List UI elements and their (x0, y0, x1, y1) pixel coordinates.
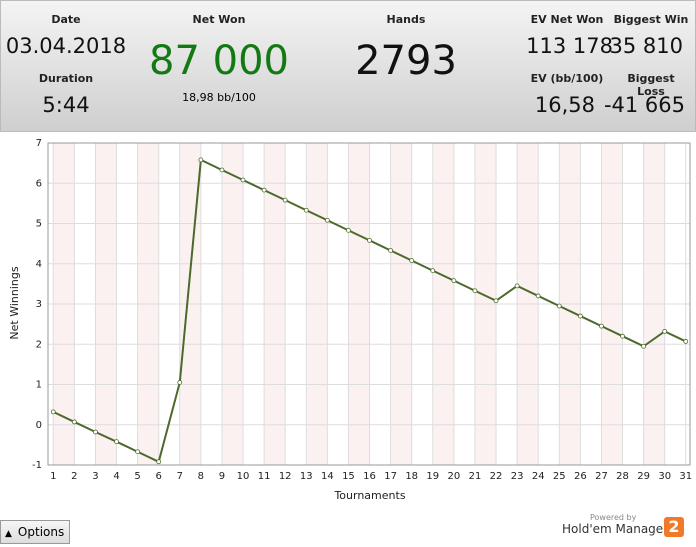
x-tick-label: 8 (198, 471, 204, 482)
point (641, 343, 647, 349)
x-tick-label: 11 (258, 471, 271, 482)
x-tick-label: 13 (300, 471, 313, 482)
point (451, 278, 457, 284)
point (282, 197, 288, 203)
x-tick-label: 5 (134, 471, 140, 482)
y-tick-label: 0 (36, 420, 42, 431)
x-tick-label: 18 (405, 471, 418, 482)
point (346, 227, 351, 233)
point (472, 288, 478, 294)
x-tick-label: 12 (279, 471, 292, 482)
summary-header: Date 03.04.2018 Duration 5:44 Net Won 87… (0, 0, 696, 132)
value: 2793 (355, 38, 457, 84)
point (599, 323, 604, 329)
x-tick-label: 3 (92, 471, 98, 482)
value: 35 810 (609, 34, 683, 58)
value: 16,58 (534, 93, 595, 117)
label: EV Net Won (530, 13, 604, 26)
point (156, 459, 162, 465)
plot-border (47, 142, 691, 466)
y-tick-label: 3 (36, 299, 42, 310)
powered-by: Powered by (590, 513, 637, 522)
y-tick-label: 7 (36, 138, 42, 149)
x-tick-label: 21 (469, 471, 482, 482)
options-text: Options (17, 525, 65, 539)
x-tick-label: 30 (658, 471, 671, 482)
point (198, 157, 204, 163)
brand: Hold'em Manager (562, 522, 669, 536)
x-tick-label: 29 (637, 471, 650, 482)
label: Date (51, 13, 81, 26)
x-tick-label: 26 (574, 471, 587, 482)
options-button[interactable]: ▲ Options (0, 520, 70, 544)
point (114, 439, 119, 445)
y-tick-label: 5 (36, 219, 42, 230)
label: Biggest Loss (627, 72, 675, 98)
label: Duration (38, 72, 94, 85)
point (662, 328, 668, 334)
x-tick-label: 24 (532, 471, 545, 482)
x-tick-label: 9 (219, 471, 225, 482)
y-axis-label: Net Winnings (8, 266, 21, 339)
x-tick-label: 28 (616, 471, 629, 482)
point (303, 207, 309, 213)
point (177, 380, 183, 385)
x-tick-label: 20 (447, 471, 460, 482)
point (683, 339, 689, 344)
y-tick-label: 4 (36, 259, 42, 270)
point (620, 333, 625, 339)
point (493, 298, 499, 304)
value: 113 178 (526, 34, 613, 58)
point (556, 303, 562, 309)
point (577, 313, 583, 319)
sub-value: 18,98 bb/100 (182, 91, 256, 104)
point (71, 419, 77, 425)
point (261, 187, 267, 193)
x-tick-label: 22 (490, 471, 503, 482)
x-tick-label: 2 (71, 471, 77, 482)
point (367, 238, 372, 243)
value: 03.04.2018 (5, 34, 127, 58)
point (535, 293, 541, 299)
x-tick-label: 10 (237, 471, 250, 482)
x-tick-label: 19 (426, 471, 439, 482)
value: -41 665 (603, 93, 685, 117)
point (135, 449, 141, 455)
point (324, 217, 330, 223)
x-tick-label: 25 (553, 471, 566, 482)
logo: 2 (664, 517, 684, 537)
x-tick-label: 27 (595, 471, 608, 482)
x-tick-label: 4 (113, 471, 119, 482)
point (430, 268, 436, 273)
x-tick-label: 7 (177, 471, 183, 482)
point (388, 248, 394, 253)
point (93, 429, 98, 435)
x-axis-label: Tournaments (333, 489, 405, 502)
label: Hands (386, 13, 426, 26)
point (514, 283, 520, 289)
x-tick-label: 14 (321, 471, 334, 482)
point (409, 258, 415, 263)
y-tick-label: -1 (32, 460, 42, 471)
value: 5:44 (42, 93, 90, 117)
y-tick-label: 1 (36, 380, 42, 391)
x-tick-label: 6 (156, 471, 162, 482)
point (219, 167, 225, 173)
label: Net Won (192, 13, 246, 26)
x-tick-label: 15 (342, 471, 355, 482)
label: EV (bb/100) (530, 72, 604, 85)
value: 87 000 (149, 38, 289, 84)
x-tick-label: 31 (679, 471, 692, 482)
x-tick-label: 17 (384, 471, 397, 482)
label: Biggest Win (613, 13, 689, 26)
y-tick-label: 2 (36, 339, 42, 350)
point (240, 177, 246, 183)
point (50, 409, 56, 415)
x-tick-label: 23 (511, 471, 524, 482)
x-tick-label: 1 (50, 471, 56, 482)
y-tick-label: 6 (36, 178, 42, 189)
x-tick-label: 16 (363, 471, 376, 482)
